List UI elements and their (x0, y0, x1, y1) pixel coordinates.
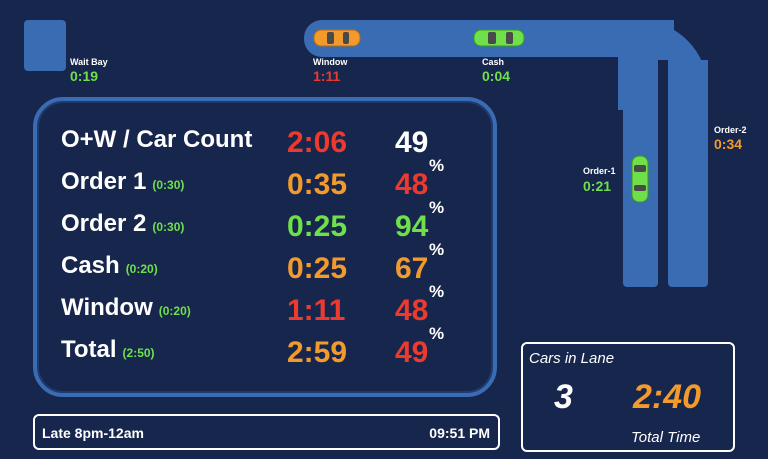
wait-bay-label: Wait Bay (70, 57, 108, 67)
stats-panel: O+W / Car Count 2:06 49 Order 1 (0:30) 0:… (33, 97, 497, 397)
cash-time: 0:04 (482, 68, 511, 84)
stat-row-percent: 48 (395, 168, 429, 201)
percent-sign: % (429, 240, 445, 259)
stat-row-label: O+W / Car Count (61, 126, 253, 153)
stat-row-time: 0:25 (287, 252, 348, 285)
stat-row-time: 1:11 (287, 294, 346, 327)
stat-row-label: Window (0:20) (61, 294, 191, 321)
percent-sign: % (429, 324, 445, 343)
footer-bar: Late 8pm-12am 09:51 PM (33, 414, 500, 450)
order-1-time: 0:21 (583, 178, 612, 194)
percent-sign: % (429, 198, 445, 217)
stat-row-label: Order 1 (0:30) (61, 168, 185, 195)
stat-row-target: (0:30) (152, 220, 185, 234)
stat-row-percent: 48 (395, 294, 429, 327)
cars-in-lane-title: Cars in Lane (529, 350, 615, 367)
stat-row-time: 0:25 (287, 210, 348, 243)
daypart-label: Late 8pm-12am (42, 425, 144, 441)
order-1-label: Order-1 (583, 166, 616, 176)
cars-in-lane-panel: Cars in Lane 3 2:40 Total Time (521, 342, 735, 452)
stat-row-ow-car-count: O+W / Car Count 2:06 49 (37, 126, 493, 166)
car-window-icon (313, 29, 361, 47)
percent-sign: % (429, 282, 445, 301)
order-2-label: Order-2 (714, 125, 747, 135)
lane-gap (658, 60, 668, 287)
stat-row-time: 2:06 (287, 126, 348, 159)
lane-gap-top (623, 57, 668, 60)
lane-order-2 (668, 60, 708, 287)
stat-row-percent: 49 (395, 336, 429, 369)
total-time: 2:40 (633, 378, 702, 416)
stat-row-window: Window (0:20) 1:11 48 % (37, 282, 493, 334)
car-cash-icon (473, 29, 525, 47)
stat-row-order-1: Order 1 (0:30) 0:35 48 % (37, 156, 493, 208)
stat-row-percent: 94 (395, 210, 429, 243)
clock: 09:51 PM (429, 425, 490, 441)
stat-row-time: 0:35 (287, 168, 348, 201)
wait-bay-time: 0:19 (70, 68, 99, 84)
stat-row-target: (0:30) (152, 178, 185, 192)
percent-sign: % (429, 156, 445, 175)
stat-row-target: (0:20) (125, 262, 158, 276)
stat-row-percent: 67 (395, 252, 429, 285)
cash-label: Cash (482, 57, 505, 67)
order-2-time: 0:34 (714, 136, 743, 152)
window-time: 1:11 (313, 68, 341, 84)
car-order-1-icon (631, 155, 649, 203)
total-time-label: Total Time (631, 429, 701, 446)
stat-row-label: Total (2:50) (61, 336, 155, 363)
stat-row-target: (0:20) (158, 304, 191, 318)
stat-row-target: (2:50) (122, 346, 155, 360)
window-label: Window (313, 57, 348, 67)
stat-row-cash: Cash (0:20) 0:25 67 % (37, 240, 493, 292)
wait-bay-lane (24, 20, 66, 71)
stat-row-value: 49 (395, 126, 429, 159)
stat-row-label: Order 2 (0:30) (61, 210, 185, 237)
stat-row-label: Cash (0:20) (61, 252, 158, 279)
cars-in-lane-count: 3 (554, 378, 573, 416)
stat-row-total: Total (2:50) 2:59 49 % (37, 324, 493, 376)
stat-row-time: 2:59 (287, 336, 348, 369)
stat-row-order-2: Order 2 (0:30) 0:25 94 % (37, 198, 493, 250)
